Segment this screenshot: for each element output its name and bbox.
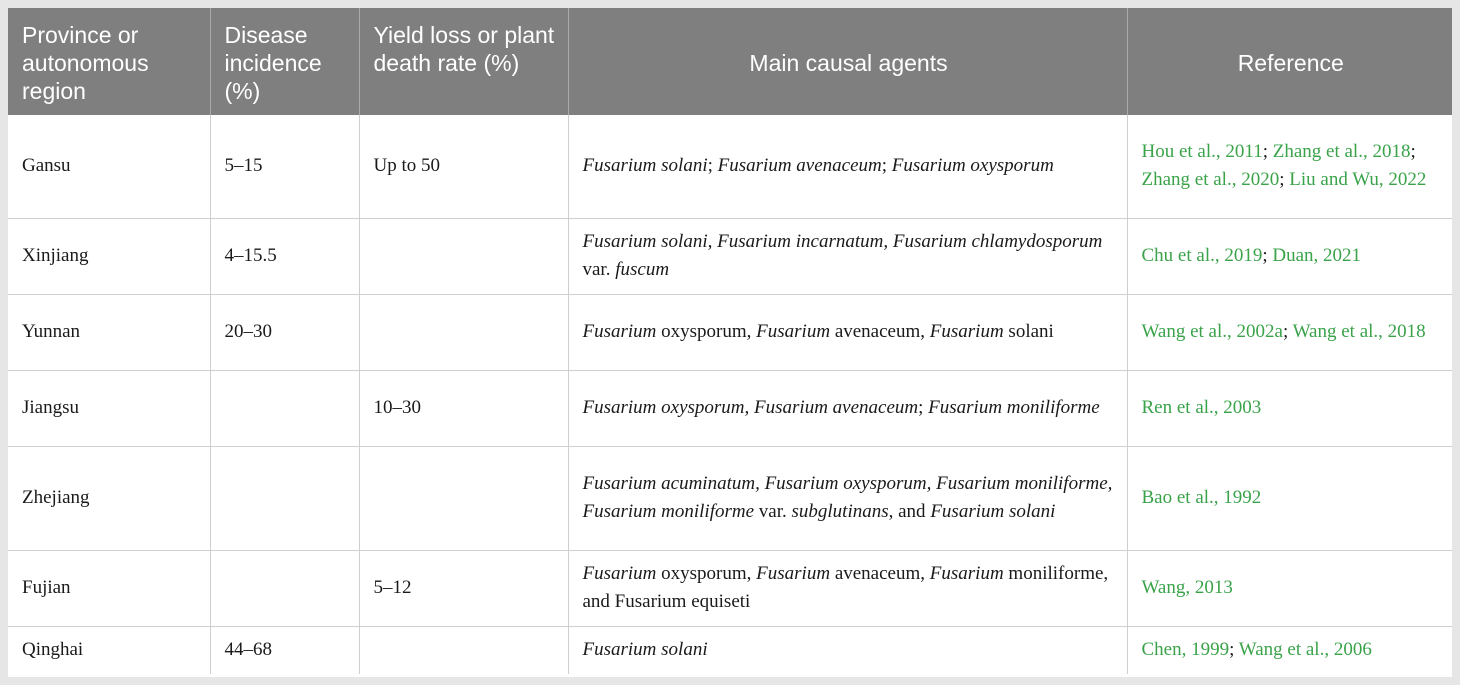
reference-separator: ; [1262,141,1273,163]
agent-text: var. [754,501,792,522]
agent-text: ; [918,397,929,418]
agent-text: oxysporum, [656,321,757,342]
agent-text: moniliforme, and Fusarium equiseti [582,563,1109,612]
agent-text: Fusarium [582,321,657,342]
cell-yield-loss [359,218,569,295]
agent-text: Fusarium [582,563,657,584]
cell-reference: Ren et al., 2003 [1127,370,1452,447]
reference-link[interactable]: Wang et al., 2018 [1292,321,1426,342]
cell-incidence: 5–15 [210,115,360,219]
agent-text: var. [582,259,616,280]
cell-province: Jiangsu [8,370,211,447]
cell-incidence: 20–30 [210,294,360,371]
reference-link[interactable]: Zhang et al., 2018 [1272,141,1411,163]
cell-yield-loss [359,446,569,551]
agent-text: solani [1003,321,1054,342]
table-row: Gansu 5–15 Up to 50 Fusarium solani; Fusari… [8,115,1452,219]
agent-text: Fusarium [929,563,1004,584]
cell-province: Yunnan [8,294,211,371]
reference-separator: ; [1282,321,1293,342]
agent-text: Fusarium solani [582,639,708,661]
cell-agents: Fusarium acuminatum, Fusarium oxysporum,… [568,446,1128,551]
header-incidence: Disease incidence (%) [210,8,360,115]
agent-text: Fusarium solani [582,155,708,177]
agent-text: Fusarium acuminatum, Fusarium oxysporum,… [582,473,1113,522]
reference-separator: ; [1229,639,1239,661]
agent-text: , and [888,501,931,522]
cell-agents: Fusarium solani; Fusarium avenaceum; Fus… [568,115,1128,219]
table-frame: Province or autonomous region Disease in… [8,8,1452,677]
table-row: Xinjiang 4–15.5 Fusarium solani, Fusarium … [8,218,1452,295]
reference-separator: ; [1410,141,1416,163]
agent-text: Fusarium [756,563,831,584]
reference-separator: ; [1262,245,1273,266]
agent-text: Fusarium [929,321,1004,342]
reference-link[interactable]: Duan, 2021 [1272,245,1362,266]
agent-text: Fusarium oxysporum, Fusarium avenaceum [582,397,919,418]
cell-province: Zhejiang [8,446,211,551]
cell-reference: Chen, 1999; Wang et al., 2006 [1127,626,1452,674]
cell-agents: Fusarium oxysporum, Fusarium avenaceum, … [568,550,1128,627]
reference-link[interactable]: Wang, 2013 [1141,577,1233,598]
cell-agents: Fusarium oxysporum, Fusarium avenaceum, … [568,294,1128,371]
agent-text: Fusarium [756,321,831,342]
cell-yield-loss: 10–30 [359,370,569,447]
table-row: Zhejiang Fusarium acuminatum, Fusarium ox… [8,446,1452,551]
agent-text: Fusarium solani, Fusarium incarnatum, Fu… [582,231,1103,252]
table-row: Jiangsu 10–30 Fusarium oxysporum, Fusarium… [8,370,1452,447]
data-table: Province or autonomous region Disease in… [8,8,1452,674]
cell-incidence [210,370,360,447]
cell-reference: Chu et al., 2019; Duan, 2021 [1127,218,1452,295]
agent-text: Fusarium oxysporum [891,155,1054,177]
table-row: Qinghai 44–68 Fusarium solani Chen, 1999; W… [8,626,1452,674]
reference-separator: ; [1279,169,1290,191]
cell-agents: Fusarium solani, Fusarium incarnatum, Fu… [568,218,1128,295]
agent-text: Fusarium avenaceum [717,155,882,177]
agent-text: avenaceum, [830,321,930,342]
reference-link[interactable]: Ren et al., 2003 [1141,397,1262,418]
reference-link[interactable]: Liu and Wu, 2022 [1289,169,1427,191]
cell-yield-loss [359,294,569,371]
cell-province: Gansu [8,115,211,219]
cell-agents: Fusarium solani [568,626,1128,674]
cell-yield-loss [359,626,569,674]
table-row: Yunnan 20–30 Fusarium oxysporum, Fusarium … [8,294,1452,371]
reference-link[interactable]: Zhang et al., 2020 [1141,169,1280,191]
cell-reference: Hou et al., 2011; Zhang et al., 2018; Zh… [1127,115,1452,219]
agent-text: Fusarium moniliforme [928,397,1100,418]
cell-incidence: 44–68 [210,626,360,674]
header-agents: Main causal agents [568,8,1128,115]
table-row: Fujian 5–12 Fusarium oxysporum, Fusarium a… [8,550,1452,627]
agent-text: ; [707,155,718,177]
cell-incidence: 4–15.5 [210,218,360,295]
header-province: Province or autonomous region [8,8,211,115]
cell-incidence [210,446,360,551]
agent-text: subglutinans [791,501,889,522]
reference-link[interactable]: Wang et al., 2006 [1238,639,1372,661]
reference-link[interactable]: Hou et al., 2011 [1141,141,1263,163]
cell-province: Xinjiang [8,218,211,295]
agent-text: fuscum [615,259,670,280]
cell-reference: Bao et al., 1992 [1127,446,1452,551]
header-row: Province or autonomous region Disease in… [8,8,1452,115]
cell-yield-loss: Up to 50 [359,115,569,219]
table-body: Gansu 5–15 Up to 50 Fusarium solani; Fusari… [8,115,1452,674]
cell-reference: Wang et al., 2002a; Wang et al., 2018 [1127,294,1452,371]
reference-link[interactable]: Bao et al., 1992 [1141,487,1262,508]
header-yield-loss: Yield loss or plant death rate (%) [359,8,569,115]
agent-text: ; [881,155,892,177]
cell-province: Fujian [8,550,211,627]
reference-link[interactable]: Chen, 1999 [1141,639,1230,661]
agent-text: Fusarium solani [930,501,1056,522]
reference-link[interactable]: Wang et al., 2002a [1141,321,1283,342]
header-reference: Reference [1127,8,1452,115]
cell-incidence [210,550,360,627]
cell-province: Qinghai [8,626,211,674]
cell-agents: Fusarium oxysporum, Fusarium avenaceum; … [568,370,1128,447]
agent-text: avenaceum, [830,563,930,584]
cell-reference: Wang, 2013 [1127,550,1452,627]
reference-link[interactable]: Chu et al., 2019 [1141,245,1263,266]
cell-yield-loss: 5–12 [359,550,569,627]
agent-text: oxysporum, [656,563,757,584]
